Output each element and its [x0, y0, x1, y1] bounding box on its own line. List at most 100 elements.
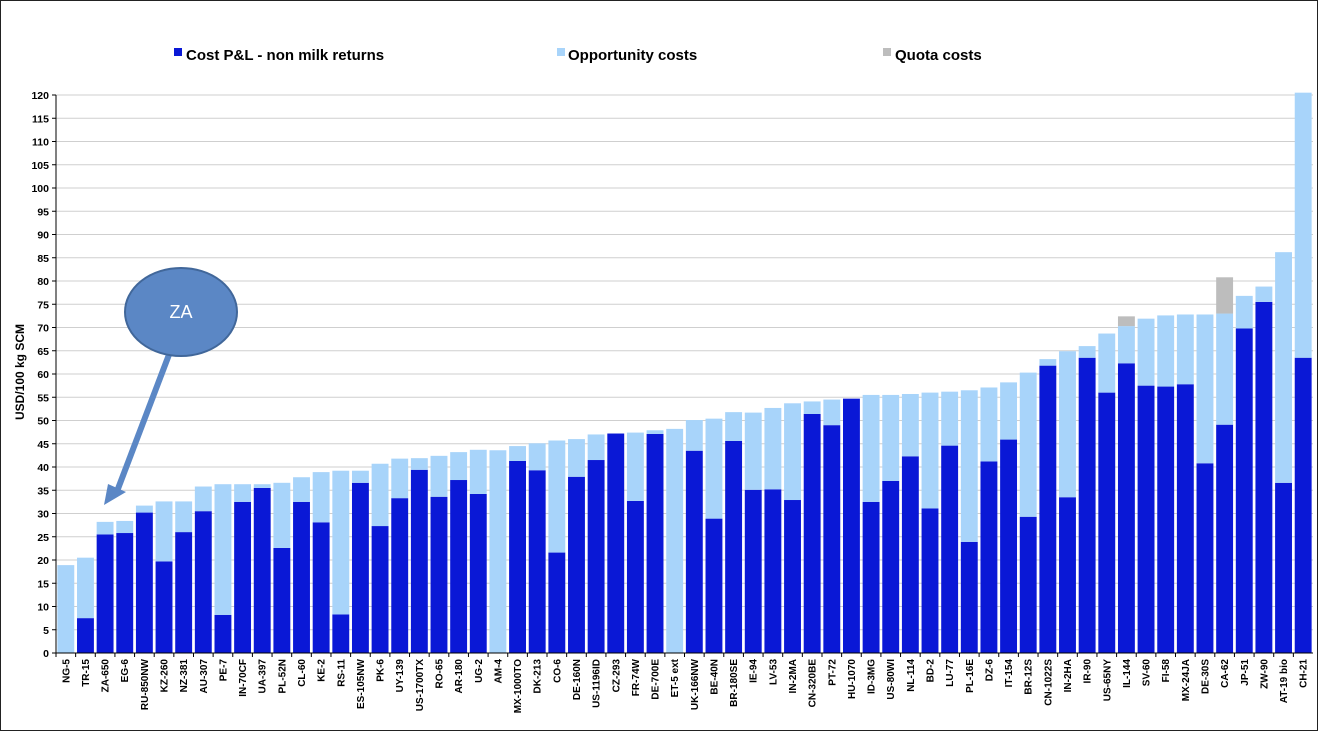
bar-et-5-ext-s1 — [666, 428, 684, 653]
y-tick-label: 55 — [37, 392, 49, 404]
bar-lv-53-s0 — [764, 489, 782, 653]
bar-cn-1022s-s1 — [1039, 359, 1057, 366]
callout-arrowhead — [104, 484, 126, 505]
bar-ro-65-s1 — [430, 455, 448, 497]
za-callout: ZA — [104, 267, 238, 505]
x-tick-label: DE-700E — [651, 659, 662, 700]
x-tick-label: LU-77 — [945, 659, 956, 687]
bar-cz-293-s0 — [607, 433, 625, 653]
x-tick-label: US-1196ID — [592, 659, 603, 708]
bar-ch-21-s0 — [1294, 357, 1312, 653]
x-tick-label: ES-105NW — [356, 658, 367, 709]
x-tick-label: MX-1000TO — [513, 659, 524, 714]
bar-ir-90-s1 — [1078, 346, 1096, 358]
x-tick-label: DE-30S — [1200, 659, 1211, 694]
bar-cn-320be-s0 — [803, 413, 821, 653]
bar-au-307-s0 — [194, 511, 212, 653]
legend-swatch-quota — [883, 48, 891, 56]
bar-ke-2-s1 — [312, 472, 330, 523]
x-tick-label: RO-65 — [434, 659, 445, 689]
y-tick-label: 25 — [37, 532, 49, 544]
y-tick-label: 85 — [37, 253, 49, 265]
x-tick-label: CA-62 — [1220, 659, 1231, 688]
y-axis-title: USD/100 kg SCM — [13, 324, 27, 420]
y-tick-label: 50 — [37, 416, 49, 428]
bar-il-144-s0 — [1117, 363, 1135, 653]
y-tick-label: 30 — [37, 509, 49, 521]
bar-rs-11-s1 — [332, 470, 350, 615]
bar-dz-6-s1 — [980, 387, 998, 462]
legend: Cost P&L - non milk returns Opportunity … — [174, 47, 982, 64]
y-axis-ticks: 0 5 10 15 20 25 30 35 40 45 50 55 60 65 70 75 80 85 90 95 10… — [31, 90, 56, 660]
y-tick-label: 40 — [37, 462, 49, 474]
x-tick-label: MX-24JA — [1181, 659, 1192, 701]
bar-us-1196id-s0 — [587, 460, 605, 653]
bar-nz-381-s0 — [175, 532, 193, 653]
bar-us-65ny-s1 — [1098, 333, 1116, 393]
bar-ir-90-s0 — [1078, 357, 1096, 653]
x-tick-label: US-65NY — [1102, 659, 1113, 702]
legend-swatch-opportunity — [557, 48, 565, 56]
bar-sv-60-s0 — [1137, 385, 1155, 653]
bar-at-19-bio-s1 — [1275, 252, 1292, 483]
bar-ug-2-s1 — [469, 449, 487, 494]
bar-mx-1000to-s0 — [509, 460, 527, 653]
legend-swatch-cost — [174, 48, 182, 56]
x-tick-label: KE-2 — [317, 659, 328, 682]
bar-eg-6-s1 — [116, 520, 134, 534]
bar-br-180se-s0 — [725, 440, 743, 653]
bar-us-80wi-s0 — [882, 480, 900, 653]
bar-fr-74w-s0 — [626, 500, 644, 653]
bar-rs-11-s0 — [332, 614, 350, 653]
bar-pt-72-s0 — [823, 425, 841, 653]
bar-lu-77-s0 — [941, 445, 959, 653]
bar-co-6-s1 — [548, 440, 566, 553]
bar-ro-65-s0 — [430, 496, 448, 653]
bar-lv-53-s1 — [764, 407, 782, 490]
bar-jp-51-s0 — [1235, 328, 1253, 653]
bar-pl-52n-s1 — [273, 482, 291, 548]
x-tick-label: RU-850NW — [140, 658, 151, 710]
x-tick-label: PL-52N — [277, 659, 288, 693]
x-tick-label: AT-19 bio — [1279, 659, 1290, 703]
bar-am-4-s1 — [489, 450, 507, 653]
bar-us-1700tx-s1 — [410, 458, 428, 470]
bar-pe-7-s0 — [214, 614, 232, 653]
bar-de-30s-s1 — [1196, 314, 1214, 464]
y-tick-label: 15 — [37, 578, 49, 590]
x-tick-label: DK-213 — [533, 659, 544, 694]
x-tick-label: ET-5 ext — [670, 658, 681, 697]
x-tick-label: CN-1022S — [1043, 659, 1054, 706]
x-tick-label: AM-4 — [493, 659, 504, 684]
x-tick-label: PK-6 — [376, 659, 387, 682]
y-tick-label: 110 — [32, 137, 49, 149]
bar-mx-24ja-s1 — [1176, 314, 1194, 385]
x-tick-label: DE-160N — [572, 659, 583, 700]
bar-eg-6-s0 — [116, 533, 134, 653]
bar-uy-139-s0 — [391, 498, 409, 653]
bar-us-1196id-s1 — [587, 434, 605, 461]
bar-sv-60-s1 — [1137, 318, 1155, 386]
x-tick-label: CZ-293 — [611, 659, 622, 693]
bar-es-105nw-s0 — [351, 482, 369, 653]
bar-zw-90-s1 — [1255, 286, 1273, 302]
bar-nz-381-s1 — [175, 501, 193, 533]
bar-in-2ma-s1 — [784, 403, 801, 501]
x-tick-label: HU-1070 — [847, 659, 858, 699]
bar-us-80wi-s1 — [882, 394, 900, 481]
y-tick-label: 20 — [37, 555, 49, 567]
x-tick-label: UG-2 — [474, 659, 485, 683]
bar-mx-24ja-s0 — [1176, 384, 1194, 653]
x-tick-label: TR-15 — [81, 659, 92, 687]
bar-in-2ha-s1 — [1059, 351, 1076, 498]
bar-de-700e-s0 — [646, 433, 664, 653]
bar-pl-16e-s0 — [960, 541, 978, 653]
x-tick-label: IE-94 — [749, 659, 760, 683]
bar-ca-62-s1 — [1216, 313, 1234, 425]
y-tick-label: 45 — [37, 439, 49, 451]
callout-bubble — [124, 267, 238, 357]
x-tick-label: JP-51 — [1240, 659, 1251, 686]
bar-pk-6-s0 — [371, 526, 389, 653]
bar-pl-52n-s0 — [273, 547, 291, 653]
